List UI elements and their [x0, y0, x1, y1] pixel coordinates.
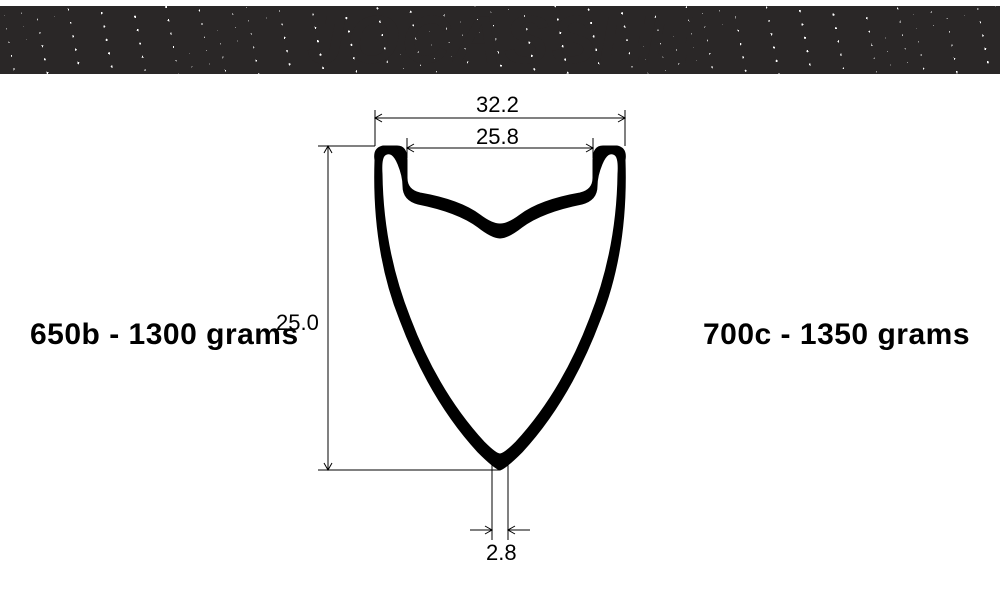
- spec-right-label: 700c - 1350 grams: [703, 318, 970, 352]
- dimension-lines: [318, 110, 625, 540]
- dim-outer-width: 32.2: [476, 92, 519, 118]
- brand-logo: JOCASSEE: [0, 6, 1000, 74]
- rim-svg: [270, 100, 730, 590]
- page-root: JOCASSEE 650b - 1300 grams 700c - 1350 g…: [0, 0, 1000, 600]
- dim-inner-width: 25.8: [476, 124, 519, 150]
- dim-wall: 2.8: [486, 540, 517, 566]
- dim-depth: 25.0: [276, 310, 319, 336]
- rim-profile: [375, 146, 626, 470]
- spec-left-label: 650b - 1300 grams: [30, 318, 299, 352]
- rim-diagram: 32.2 25.8 25.0 2.8: [270, 100, 730, 590]
